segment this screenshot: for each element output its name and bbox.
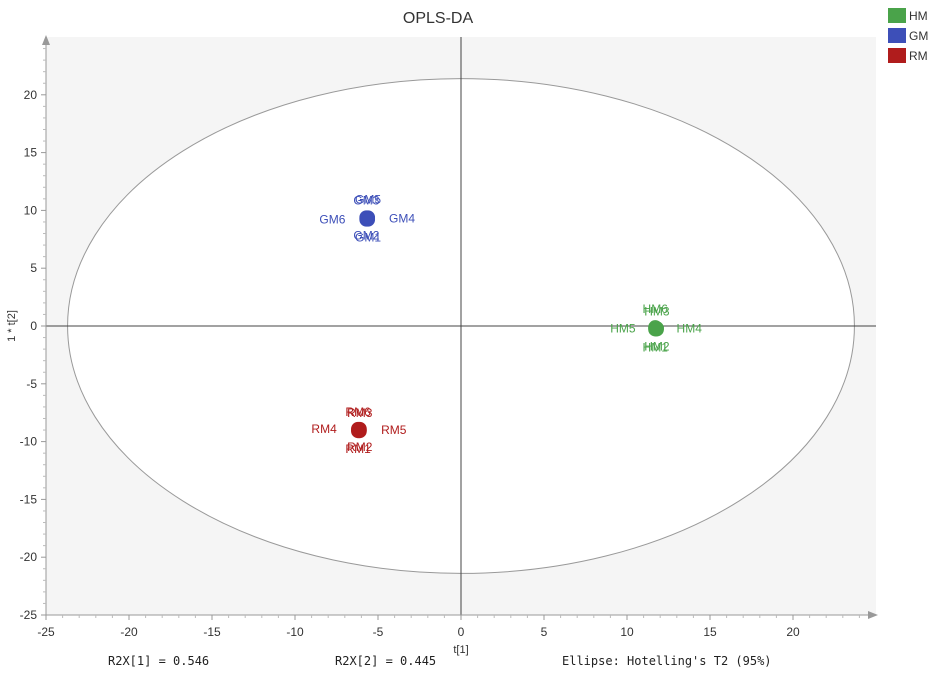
point-gm[interactable] [359, 210, 374, 225]
x-tick-label: -15 [203, 625, 221, 639]
point-label-rm: RM5 [381, 423, 407, 437]
y-tick-label: 10 [24, 203, 38, 217]
r2x1-stat: R2X[1] = 0.546 [108, 654, 209, 668]
point-label-rm: RM1 [345, 442, 371, 456]
legend-label-rm: RM [909, 49, 928, 63]
legend-swatch-hm [888, 8, 906, 23]
r2x2-stat: R2X[2] = 0.445 [335, 654, 436, 668]
point-label-rm: RM6 [345, 405, 371, 419]
legend-label-gm: GM [909, 29, 928, 43]
point-label-hm: HM5 [610, 321, 636, 335]
legend: HM GM RM [888, 8, 928, 63]
y-tick-label: -25 [20, 608, 38, 622]
point-label-hm: HM1 [643, 340, 669, 354]
legend-label-hm: HM [909, 9, 928, 23]
y-axis-label: 1 * t[2] [6, 310, 18, 342]
point-label-gm: GM4 [389, 211, 415, 225]
legend-swatch-gm [888, 28, 906, 43]
point-label-rm: RM2 [347, 440, 373, 454]
x-axis-arrow [868, 611, 878, 619]
x-tick-label: -20 [120, 625, 138, 639]
point-label-hm: HM2 [644, 339, 670, 353]
y-tick-label: 5 [30, 261, 37, 275]
x-tick-label: 10 [620, 625, 634, 639]
y-tick-label: 15 [24, 146, 38, 160]
y-tick-label: -20 [20, 550, 38, 564]
point-label-gm: GM1 [355, 231, 381, 245]
point-label-rm: RM4 [311, 422, 337, 436]
point-rm[interactable] [351, 424, 366, 439]
point-label-rm: RM3 [347, 406, 373, 420]
point-label-hm: HM3 [644, 304, 670, 318]
point-label-hm: HM4 [677, 321, 703, 335]
chart-title: OPLS-DA [403, 10, 474, 27]
point-label-gm: GM6 [319, 213, 345, 227]
x-axis-label: t[1] [453, 644, 468, 656]
x-tick-label: -25 [37, 625, 55, 639]
y-tick-label: 20 [24, 88, 38, 102]
y-tick-label: 0 [30, 319, 37, 333]
x-tick-label: -10 [286, 625, 304, 639]
y-axis-arrow [42, 35, 50, 45]
x-tick-label: 20 [786, 625, 800, 639]
x-tick-label: 15 [703, 625, 717, 639]
point-hm[interactable] [649, 321, 664, 336]
y-tick-label: -15 [20, 492, 38, 506]
x-tick-label: 5 [541, 625, 548, 639]
point-label-gm: GM2 [353, 228, 379, 242]
y-tick-label: -10 [20, 435, 38, 449]
point-label-gm: GM5 [355, 192, 381, 206]
y-tick-label: -5 [26, 377, 37, 391]
legend-swatch-rm [888, 48, 906, 63]
ellipse-note: Ellipse: Hotelling's T2 (95%) [562, 654, 772, 668]
point-label-hm: HM6 [643, 302, 669, 316]
x-tick-label: 0 [458, 625, 465, 639]
x-tick-label: -5 [373, 625, 384, 639]
point-label-gm: GM3 [353, 193, 379, 207]
